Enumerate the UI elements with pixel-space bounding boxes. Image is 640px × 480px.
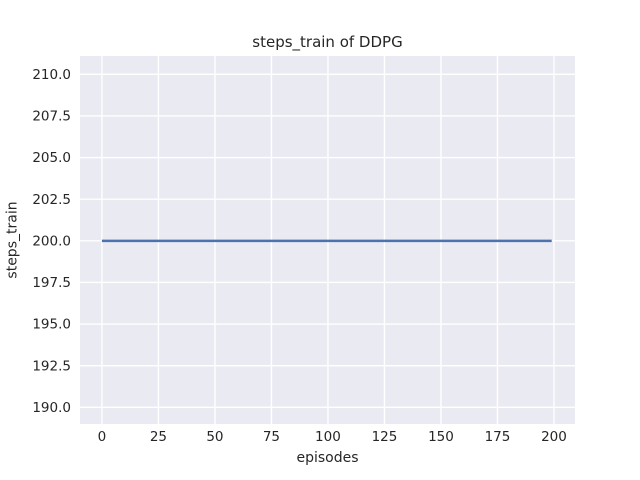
x-tick-label: 75 — [263, 429, 280, 445]
y-tick-label: 197.5 — [32, 275, 71, 291]
y-tick-label: 205.0 — [32, 150, 71, 166]
y-tick-label: 190.0 — [32, 400, 71, 416]
y-tick-label: 207.5 — [32, 109, 71, 125]
x-tick-label: 125 — [372, 429, 398, 445]
y-tick-label: 192.5 — [32, 358, 71, 374]
x-tick-label: 100 — [315, 429, 341, 445]
x-tick-label: 25 — [150, 429, 167, 445]
y-tick-label: 200.0 — [32, 233, 71, 249]
x-tick-label: 0 — [98, 429, 107, 445]
y-tick-label: 210.0 — [32, 67, 71, 83]
y-tick-label: 195.0 — [32, 317, 71, 333]
y-axis-label: steps_train — [4, 201, 21, 279]
x-tick-label: 200 — [541, 429, 567, 445]
x-tick-label: 150 — [428, 429, 454, 445]
x-tick-label: 175 — [485, 429, 511, 445]
x-axis-label: episodes — [296, 450, 359, 466]
x-tick-label: 50 — [206, 429, 223, 445]
y-tick-label: 202.5 — [32, 192, 71, 208]
chart-title: steps_train of DDPG — [252, 33, 403, 51]
